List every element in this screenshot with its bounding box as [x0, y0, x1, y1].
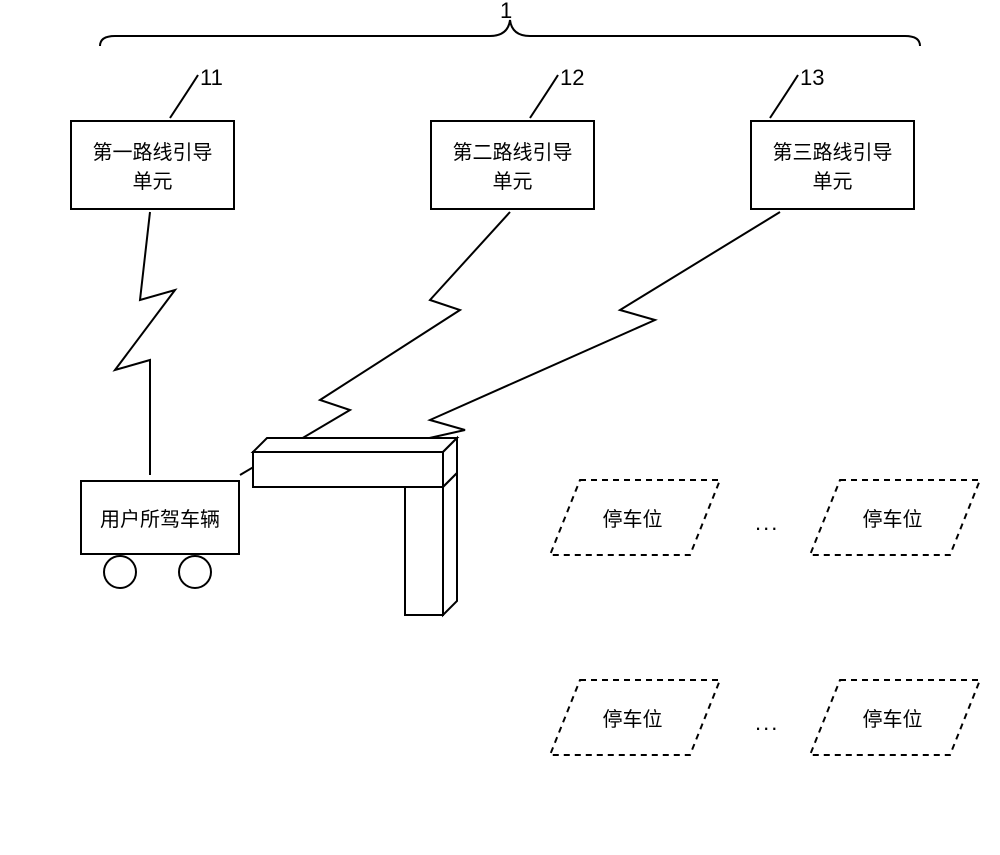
leader-11 — [170, 75, 198, 118]
leader-12 — [530, 75, 558, 118]
gate-post-side — [443, 473, 457, 615]
diagram-root: 1 第一路线引导 单元 第二路线引导 单元 第三路线引导 单元 11 12 13… — [0, 0, 1000, 855]
ellipsis-2: ... — [755, 710, 779, 736]
gate-arm-side — [443, 438, 457, 487]
wheel-2 — [179, 556, 211, 588]
leader-label-13: 13 — [800, 65, 824, 91]
unit-box-3: 第三路线引导 单元 — [750, 120, 915, 210]
gate-post-front — [405, 487, 443, 615]
wheel-1 — [104, 556, 136, 588]
ellipsis-1: ... — [755, 510, 779, 536]
parking-spot-3: 停车位 — [560, 680, 705, 755]
unit-box-2: 第二路线引导 单元 — [430, 120, 595, 210]
vehicle-box: 用户所驾车辆 — [80, 480, 240, 555]
parking-spot-2: 停车位 — [820, 480, 965, 555]
leader-label-11: 11 — [200, 65, 223, 91]
unit-box-1: 第一路线引导 单元 — [70, 120, 235, 210]
parking-spot-1: 停车位 — [560, 480, 705, 555]
leader-13 — [770, 75, 798, 118]
group-label: 1 — [500, 0, 512, 24]
signal-2 — [240, 212, 510, 475]
signal-1 — [115, 212, 175, 475]
gate-arm-front — [253, 452, 443, 487]
leader-label-12: 12 — [560, 65, 584, 91]
gate-arm-top — [253, 438, 457, 452]
signal-3 — [265, 212, 780, 475]
parking-spot-4: 停车位 — [820, 680, 965, 755]
